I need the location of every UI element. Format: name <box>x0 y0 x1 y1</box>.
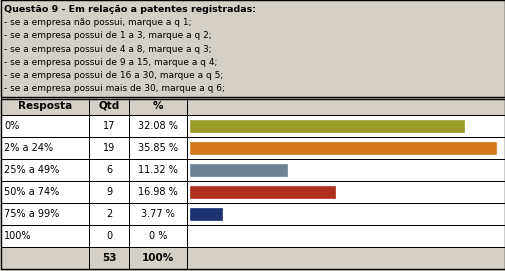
Text: 9: 9 <box>106 187 112 197</box>
Bar <box>1 203 89 225</box>
Text: %: % <box>153 101 163 111</box>
Bar <box>1 247 89 269</box>
Text: Resposta: Resposta <box>18 101 72 111</box>
Bar <box>1 0 504 97</box>
Bar <box>187 181 504 203</box>
Bar <box>187 159 504 181</box>
Bar <box>89 225 129 247</box>
Bar <box>129 115 187 137</box>
Bar <box>129 97 187 115</box>
Text: Questão 9 - Em relação a patentes registradas:: Questão 9 - Em relação a patentes regist… <box>4 5 256 14</box>
Text: - se a empresa possui de 9 a 15, marque a q 4;: - se a empresa possui de 9 a 15, marque … <box>4 58 217 67</box>
Text: 100%: 100% <box>4 231 31 241</box>
Bar <box>189 186 334 198</box>
Bar <box>89 203 129 225</box>
Text: 6: 6 <box>106 165 112 175</box>
Bar <box>1 159 89 181</box>
Bar <box>1 137 89 159</box>
Text: - se a empresa possui de 4 a 8, marque a q 3;: - se a empresa possui de 4 a 8, marque a… <box>4 45 211 54</box>
Text: 53: 53 <box>102 253 116 263</box>
Bar <box>187 247 504 269</box>
Text: 19: 19 <box>103 143 115 153</box>
Bar <box>89 137 129 159</box>
Bar <box>89 159 129 181</box>
Text: - se a empresa possui de 1 a 3, marque a q 2;: - se a empresa possui de 1 a 3, marque a… <box>4 31 211 40</box>
Bar <box>89 247 129 269</box>
Text: 0%: 0% <box>4 121 19 131</box>
Bar <box>1 97 89 115</box>
Text: 2: 2 <box>106 209 112 219</box>
Bar <box>129 247 187 269</box>
Bar <box>187 115 504 137</box>
Bar <box>129 203 187 225</box>
Bar <box>129 159 187 181</box>
Bar <box>1 115 89 137</box>
Text: 75% a 99%: 75% a 99% <box>4 209 59 219</box>
Text: 35.85 %: 35.85 % <box>138 143 178 153</box>
Bar <box>129 225 187 247</box>
Bar <box>189 208 222 220</box>
Text: 2% a 24%: 2% a 24% <box>4 143 53 153</box>
Bar <box>129 137 187 159</box>
Bar <box>1 0 504 97</box>
Bar <box>1 99 504 269</box>
Bar <box>89 181 129 203</box>
Bar <box>1 181 89 203</box>
Bar <box>189 164 286 176</box>
Text: 32.08 %: 32.08 % <box>138 121 178 131</box>
Text: 50% a 74%: 50% a 74% <box>4 187 59 197</box>
Text: - se a empresa possui mais de 30, marque a q 6;: - se a empresa possui mais de 30, marque… <box>4 84 224 93</box>
Bar <box>187 225 504 247</box>
Text: 17: 17 <box>103 121 115 131</box>
Text: - se a empresa possui de 16 a 30, marque a q 5;: - se a empresa possui de 16 a 30, marque… <box>4 71 223 80</box>
Text: Qtd: Qtd <box>98 101 119 111</box>
Text: 0 %: 0 % <box>148 231 167 241</box>
Text: 100%: 100% <box>141 253 174 263</box>
Text: 25% a 49%: 25% a 49% <box>4 165 59 175</box>
Text: 3.77 %: 3.77 % <box>141 209 175 219</box>
Bar <box>129 181 187 203</box>
Bar <box>187 97 504 115</box>
Bar <box>187 203 504 225</box>
Bar <box>89 97 129 115</box>
Text: 0: 0 <box>106 231 112 241</box>
Bar <box>1 225 89 247</box>
Bar <box>189 142 495 154</box>
Bar <box>187 137 504 159</box>
Text: - se a empresa não possui, marque a q 1;: - se a empresa não possui, marque a q 1; <box>4 18 191 27</box>
Text: 11.32 %: 11.32 % <box>138 165 178 175</box>
Bar <box>89 115 129 137</box>
Bar <box>1 97 504 115</box>
Text: 16.98 %: 16.98 % <box>138 187 178 197</box>
Bar <box>189 120 463 132</box>
